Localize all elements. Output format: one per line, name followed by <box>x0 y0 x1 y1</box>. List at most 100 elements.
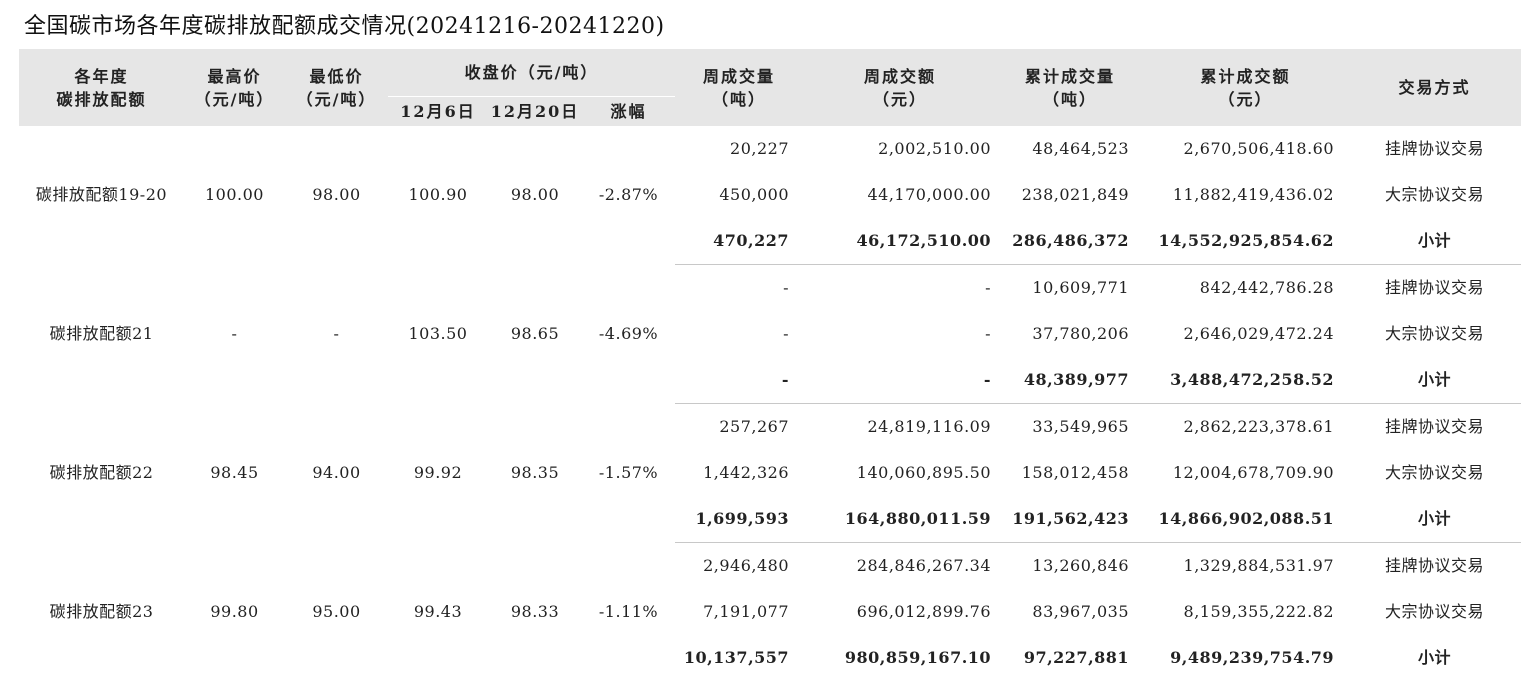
vintage-name: 碳排放配额21 <box>49 324 154 343</box>
header-low-price: 最低价 （元/吨） <box>285 49 388 126</box>
cum-amount: 14,552,925,854.62 <box>1143 218 1349 265</box>
header-high-line2: （元/吨） <box>194 89 275 109</box>
trade-method: 挂牌协议交易 <box>1385 556 1485 575</box>
week-amount: - <box>985 324 992 343</box>
week-volume: 7,191,077 <box>703 602 790 621</box>
cum-amount: 2,646,029,472.24 <box>1183 324 1335 343</box>
trade-method: 小计 <box>1348 496 1522 543</box>
header-week-vol-line2: （吨） <box>712 89 767 109</box>
header-cum-vol-line2: （吨） <box>1043 89 1098 109</box>
cum-amount: 842,442,786.28 <box>1199 278 1335 297</box>
table-row: 碳排放配额22 98.45 94.00 99.92 98.35 -1.57% 257,267… <box>19 404 1521 482</box>
table-row: 碳排放配额23 99.80 95.00 99.43 98.33 -1.11% 2,946,4… <box>19 543 1521 621</box>
close-dec6: 99.43 <box>413 601 463 621</box>
cum-volume: 48,389,977 <box>997 357 1144 404</box>
trade-method: 小计 <box>1418 648 1452 667</box>
cum-volume: 286,486,372 <box>997 218 1144 265</box>
week-amount: 46,172,510.00 <box>803 218 998 265</box>
header-method: 交易方式 <box>1348 49 1522 126</box>
cum-volume: 33,549,965 <box>1032 417 1130 436</box>
low-price: - <box>333 324 340 343</box>
header-cum-amt-line1: 累计成交额 <box>1200 66 1291 86</box>
low-price: 95.00 <box>312 601 361 621</box>
cum-volume: 191,562,423 <box>997 496 1144 543</box>
trade-method: 挂牌协议交易 <box>1385 417 1485 436</box>
week-amount: - <box>803 357 998 404</box>
change: -1.11% <box>598 601 659 621</box>
change: -1.57% <box>598 463 659 482</box>
table-row: 1,699,593 164,880,011.59 191,562,423 14,866… <box>19 496 1522 543</box>
close-dec6: 99.92 <box>413 463 463 482</box>
header-vintage-line1: 各年度 <box>74 66 129 86</box>
cum-volume: 83,967,035 <box>1032 602 1130 621</box>
header-cum-amt-line2: （元） <box>1218 89 1273 109</box>
cum-amount: 14,866,902,088.51 <box>1143 496 1349 543</box>
week-volume: 1,442,326 <box>703 463 790 482</box>
cum-volume: 48,464,523 <box>1032 139 1130 158</box>
week-amount: 44,170,000.00 <box>867 185 992 204</box>
cum-amount: 8,159,355,222.82 <box>1183 602 1335 621</box>
close-dec20: 98.33 <box>510 601 560 621</box>
table-row: 470,227 46,172,510.00 286,486,372 14,552,92… <box>19 218 1522 265</box>
week-amount: - <box>985 278 992 297</box>
cum-amount: 12,004,678,709.90 <box>1172 463 1335 482</box>
week-volume: - <box>783 278 790 297</box>
trade-method: 大宗协议交易 <box>1385 463 1485 482</box>
cum-volume: 238,021,849 <box>1021 185 1130 204</box>
header-low-line2: （元/吨） <box>296 89 377 109</box>
vintage-name: 碳排放配额23 <box>49 601 154 621</box>
header-week-amt-line1: 周成交额 <box>864 66 937 86</box>
header-low-line1: 最低价 <box>309 66 364 86</box>
week-volume: 10,137,557 <box>683 648 790 667</box>
high-price: 99.80 <box>210 601 259 621</box>
trade-method: 大宗协议交易 <box>1385 324 1485 343</box>
trade-method: 大宗协议交易 <box>1385 602 1485 621</box>
table-row: 450,000 44,170,000.00 238,021,849 11,882,41… <box>19 172 1521 218</box>
cum-amount: 1,329,884,531.97 <box>1183 556 1335 575</box>
table-row: 碳排放配额19-20 100.00 98.00 100.90 98.00 -2.87% 20… <box>19 126 1521 204</box>
high-price: - <box>231 324 238 343</box>
week-volume: 450,000 <box>719 185 790 204</box>
header-high-line1: 最高价 <box>207 66 262 86</box>
week-volume: 2,946,480 <box>703 556 790 575</box>
table-header: 各年度 碳排放配额 最高价 （元/吨） 最低价 （元/吨） 收盘价（元/吨） 周成交量… <box>19 49 1522 126</box>
table-row: 10,137,557 980,859,167.10 97,227,881 9,489,… <box>19 635 1521 681</box>
table-body: 碳排放配额19-20 100.00 98.00 100.90 98.00 -2.87% 20… <box>19 126 1522 681</box>
table-row: - - 37,780,206 2,646,029,472.24 大宗协议交易 <box>19 311 1521 357</box>
high-price: 100.00 <box>205 185 264 205</box>
vintage-name: 碳排放配额22 <box>49 463 154 482</box>
header-week-amt-line2: （元） <box>873 89 928 109</box>
trade-method: 大宗协议交易 <box>1385 185 1485 204</box>
week-amount: 2,002,510.00 <box>878 139 992 158</box>
week-volume: 470,227 <box>675 218 804 265</box>
trade-method: 挂牌协议交易 <box>1385 139 1485 158</box>
close-dec20: 98.65 <box>510 324 560 343</box>
low-price: 94.00 <box>312 463 361 482</box>
table-row: 碳排放配额21 - - 103.50 98.65 -4.69% - - 10,609,771 84… <box>19 265 1521 343</box>
page-title: 全国碳市场各年度碳排放配额成交情况(20241216-20241220) <box>24 14 665 39</box>
week-volume: 257,267 <box>719 417 790 436</box>
header-week-vol-line1: 周成交量 <box>703 66 776 86</box>
header-cum-amount: 累计成交额 （元） <box>1143 49 1349 126</box>
header-week-amount: 周成交额 （元） <box>803 49 998 126</box>
week-volume: - <box>783 324 790 343</box>
cum-volume: 158,012,458 <box>1021 463 1130 482</box>
header-high-price: 最高价 （元/吨） <box>184 49 285 126</box>
header-close-dec6: 12月6日 <box>388 96 488 126</box>
change: -2.87% <box>598 185 659 205</box>
week-amount: 140,060,895.50 <box>856 463 992 482</box>
cum-amount: 2,862,223,378.61 <box>1183 417 1335 436</box>
week-amount: 696,012,899.76 <box>856 602 992 621</box>
carbon-trading-table: 各年度 碳排放配额 最高价 （元/吨） 最低价 （元/吨） 收盘价（元/吨） 周成交量… <box>19 49 1522 681</box>
vintage-name: 碳排放配额19-20 <box>35 185 168 205</box>
close-dec20: 98.00 <box>510 185 560 205</box>
header-week-volume: 周成交量 （吨） <box>675 49 804 126</box>
cum-volume: 10,609,771 <box>1032 278 1130 297</box>
week-amount: 24,819,116.09 <box>867 417 992 436</box>
week-amount: 284,846,267.34 <box>856 556 992 575</box>
header-vintage-line2: 碳排放配额 <box>56 89 147 109</box>
week-volume: - <box>675 357 804 404</box>
trade-method: 小计 <box>1348 357 1522 404</box>
cum-amount: 2,670,506,418.60 <box>1183 139 1335 158</box>
header-cum-volume: 累计成交量 （吨） <box>997 49 1144 126</box>
